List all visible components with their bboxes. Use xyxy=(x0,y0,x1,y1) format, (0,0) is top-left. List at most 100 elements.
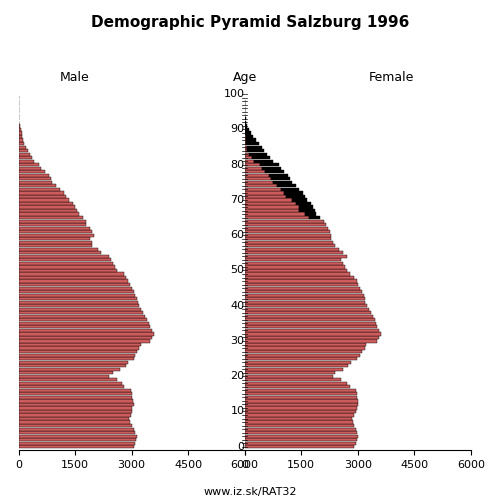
Bar xyxy=(300,209,314,212)
Bar xyxy=(309,216,320,219)
Bar xyxy=(244,389,356,392)
Text: Female: Female xyxy=(369,70,414,84)
Bar xyxy=(244,431,357,434)
Bar xyxy=(244,118,246,120)
Bar xyxy=(305,212,316,216)
Bar xyxy=(18,146,26,148)
Bar xyxy=(18,135,22,138)
Bar xyxy=(292,198,307,202)
Bar xyxy=(18,192,64,194)
Bar xyxy=(244,269,346,272)
Bar xyxy=(18,304,139,308)
Bar xyxy=(244,283,358,286)
Bar xyxy=(18,149,28,152)
Bar xyxy=(18,262,113,265)
Bar xyxy=(244,314,373,318)
Bar xyxy=(244,206,300,208)
Bar xyxy=(245,128,249,131)
Bar xyxy=(244,420,352,424)
Bar xyxy=(18,237,90,240)
Bar xyxy=(18,240,92,244)
Bar xyxy=(18,276,126,279)
Bar xyxy=(244,364,348,368)
Bar xyxy=(244,223,326,226)
Bar xyxy=(18,184,56,188)
Bar xyxy=(244,304,368,308)
Bar xyxy=(18,294,136,297)
Bar xyxy=(18,389,131,392)
Bar xyxy=(277,184,295,188)
Bar xyxy=(244,212,305,216)
Bar xyxy=(244,244,335,248)
Bar xyxy=(244,216,309,219)
Bar xyxy=(18,269,116,272)
Bar xyxy=(18,308,141,311)
Bar xyxy=(244,357,357,360)
Bar xyxy=(244,252,343,254)
Bar xyxy=(244,177,271,180)
Bar xyxy=(244,406,357,410)
Bar xyxy=(18,346,139,350)
Bar xyxy=(244,374,334,378)
Bar xyxy=(18,212,79,216)
Bar xyxy=(244,220,324,222)
Bar xyxy=(18,385,124,388)
Bar xyxy=(18,128,21,131)
Bar xyxy=(244,300,366,304)
Bar xyxy=(18,392,132,396)
Bar xyxy=(244,354,360,356)
Bar xyxy=(18,410,132,413)
Bar xyxy=(244,135,246,138)
Bar xyxy=(244,149,248,152)
Bar xyxy=(18,318,146,322)
Bar xyxy=(18,442,136,445)
Bar xyxy=(244,336,378,339)
Text: 30: 30 xyxy=(230,336,244,346)
Bar xyxy=(244,442,356,445)
Bar xyxy=(244,192,284,194)
Bar xyxy=(18,163,39,166)
Bar xyxy=(18,311,143,314)
Bar xyxy=(245,132,251,134)
Bar xyxy=(244,266,344,268)
Bar xyxy=(18,220,86,222)
Bar xyxy=(244,294,364,297)
Bar xyxy=(18,198,70,202)
Bar xyxy=(18,368,120,371)
Bar xyxy=(244,146,246,148)
Text: 100: 100 xyxy=(224,89,244,99)
Bar xyxy=(18,428,134,430)
Bar xyxy=(244,326,376,328)
Bar xyxy=(244,368,343,371)
Bar xyxy=(18,252,102,254)
Bar xyxy=(244,152,248,156)
Bar xyxy=(18,230,92,234)
Bar xyxy=(18,343,141,346)
Bar xyxy=(18,360,128,364)
Bar xyxy=(244,434,358,438)
Bar xyxy=(244,124,248,128)
Bar xyxy=(18,420,130,424)
Bar xyxy=(244,297,364,300)
Bar xyxy=(18,258,111,262)
Bar xyxy=(284,192,303,194)
Bar xyxy=(244,382,346,385)
Bar xyxy=(244,156,252,160)
Text: www.iz.sk/RAT32: www.iz.sk/RAT32 xyxy=(203,487,297,497)
Bar xyxy=(244,346,364,350)
Bar xyxy=(18,414,131,416)
Bar xyxy=(244,234,332,237)
Bar xyxy=(18,364,126,368)
Bar xyxy=(18,206,75,208)
Bar xyxy=(18,374,109,378)
Bar xyxy=(18,188,60,191)
Bar xyxy=(18,202,73,205)
Bar xyxy=(18,290,134,293)
Bar xyxy=(244,272,350,276)
Bar xyxy=(18,357,134,360)
Bar xyxy=(18,156,32,160)
Bar xyxy=(244,237,332,240)
Bar xyxy=(244,343,366,346)
Bar xyxy=(244,166,262,170)
Bar xyxy=(18,354,136,356)
